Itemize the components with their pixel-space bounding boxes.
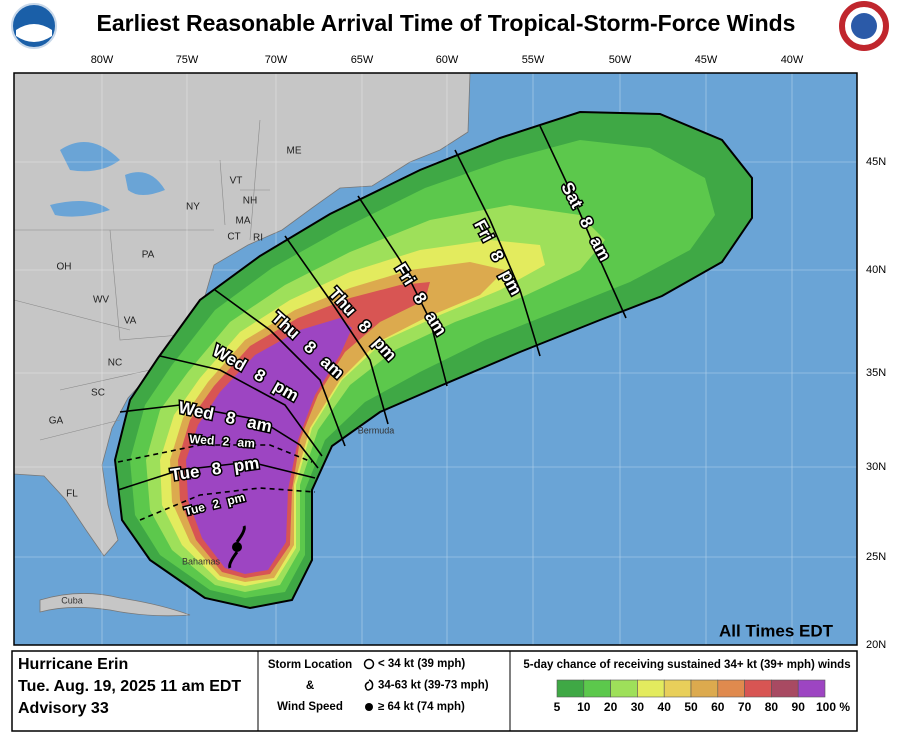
state-borders — [13, 119, 270, 441]
storm-key-title: & — [306, 680, 314, 692]
storm-info: Tue. Aug. 19, 2025 11 am EDT — [18, 678, 241, 695]
place-label: SC — [91, 388, 105, 399]
legend-label: 100 % — [816, 700, 850, 714]
legend-label: 80 — [765, 700, 779, 714]
longitude-label: 50W — [609, 54, 632, 66]
place-label: MA — [236, 216, 251, 227]
place-label: Bermuda — [358, 425, 395, 435]
symbol-weak — [363, 658, 375, 670]
legend-swatch — [583, 679, 611, 698]
place-label: PA — [142, 250, 155, 261]
place-label: WV — [93, 295, 109, 306]
longitude-label: 70W — [265, 54, 288, 66]
latitude-label: 30N — [866, 461, 886, 473]
legend-label: 10 — [577, 700, 591, 714]
legend-swatch — [690, 679, 719, 698]
storm-key-item: < 34 kt (39 mph) — [378, 658, 465, 670]
cuba-land — [39, 593, 191, 617]
place-label: NC — [108, 358, 122, 369]
latitude-label: 45N — [866, 156, 886, 168]
legend-label: 90 — [792, 700, 806, 714]
longitude-label: 45W — [695, 54, 718, 66]
time-zone-note: All Times EDT — [719, 621, 834, 640]
legend-label: 5 — [554, 700, 561, 714]
storm-key-title: Wind Speed — [277, 701, 343, 713]
place-label: RI — [253, 233, 263, 244]
storm-key-item: 34-63 kt (39-73 mph) — [378, 680, 489, 692]
longitude-label: 65W — [351, 54, 374, 66]
place-label: NH — [243, 196, 257, 207]
great-lakes — [50, 142, 165, 217]
place-label: FL — [66, 489, 78, 500]
legend-label: 60 — [711, 700, 725, 714]
legend-title: 5-day chance of receiving sustained 34+ … — [523, 659, 850, 671]
legend-swatch — [797, 679, 826, 698]
place-label: NY — [186, 202, 200, 213]
place-label: VT — [230, 176, 243, 187]
legend-swatch — [771, 679, 799, 698]
nws-logo — [839, 1, 889, 51]
legend-label: 20 — [604, 700, 618, 714]
storm-info: Advisory 33 — [18, 700, 109, 717]
longitude-label: 40W — [781, 54, 804, 66]
latitude-label: 35N — [866, 367, 886, 379]
storm-info: Hurricane Erin — [18, 656, 128, 673]
legend-label: 30 — [631, 700, 645, 714]
place-label: Bahamas — [182, 556, 221, 566]
longitude-label: 80W — [91, 54, 114, 66]
title: Earliest Reasonable Arrival Time of Trop… — [97, 10, 796, 36]
longitude-label: 60W — [436, 54, 459, 66]
legend-swatch — [556, 679, 585, 698]
legend-label: 70 — [738, 700, 752, 714]
legend-swatch — [637, 679, 665, 698]
place-label: CT — [227, 232, 240, 243]
place-label: OH — [57, 262, 72, 273]
noaa-logo — [11, 3, 57, 49]
storm-key-title: Storm Location — [268, 659, 352, 671]
legend-swatch — [610, 679, 638, 698]
latitude-label: 40N — [866, 264, 886, 276]
symbol-storm — [364, 679, 374, 691]
legend-swatch — [744, 679, 772, 698]
place-label: GA — [49, 416, 64, 427]
legend-label: 40 — [658, 700, 672, 714]
latitude-label: 25N — [866, 551, 886, 563]
latitude-label: 20N — [866, 639, 886, 651]
storm-symbol — [228, 525, 246, 569]
probability-swath — [113, 110, 753, 610]
longitude-label: 75W — [176, 54, 199, 66]
legend-swatch — [717, 679, 745, 698]
longitude-label: 55W — [522, 54, 545, 66]
legend-swatch — [663, 679, 692, 698]
map-frame — [13, 72, 858, 646]
place-label: VA — [124, 316, 137, 327]
isochrones — [117, 125, 627, 521]
arrival-time-label: Wed 2 am — [189, 432, 256, 451]
place-label: ME — [287, 146, 302, 157]
legend-label: 50 — [684, 700, 698, 714]
symbol-hurricane — [365, 703, 373, 711]
storm-key-item: ≥ 64 kt (74 mph) — [378, 701, 465, 713]
place-label: Cuba — [61, 595, 83, 605]
